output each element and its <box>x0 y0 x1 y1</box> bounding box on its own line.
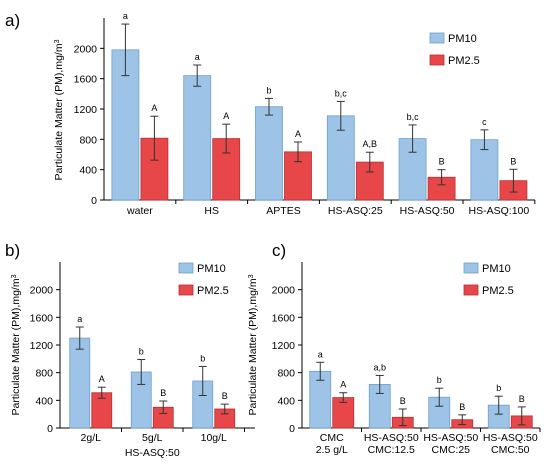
y-tick-label: 1200 <box>272 340 296 352</box>
x-tick-label: 5g/L <box>142 432 163 444</box>
significance-label: a,b <box>373 362 386 372</box>
significance-label: B <box>160 388 166 398</box>
x-tick-label: 2g/L <box>81 432 102 444</box>
bar-pm10 <box>69 337 91 429</box>
panel-label: a) <box>5 11 20 30</box>
significance-label: B <box>459 402 465 412</box>
y-tick-label: 0 <box>91 195 97 207</box>
bar-pm10 <box>183 75 212 201</box>
x-tick-label: HS-ASQ:25 <box>328 205 383 217</box>
bar-pm10 <box>255 106 283 201</box>
significance-label: B <box>519 394 525 404</box>
x-group-label: HS-ASQ:50 <box>125 447 180 459</box>
legend-swatch <box>178 262 194 274</box>
legend-label: PM10 <box>448 33 477 45</box>
legend-swatch <box>463 284 479 296</box>
legend-label: PM2.5 <box>482 285 514 297</box>
x-tick-label: CMC:25 <box>431 444 470 456</box>
significance-label: b <box>437 375 442 385</box>
significance-label: A <box>151 103 157 113</box>
x-tick-label: water <box>126 205 153 217</box>
y-tick-label: 800 <box>277 368 295 380</box>
significance-label: b <box>139 347 144 357</box>
x-tick-label: APTES <box>266 205 300 217</box>
y-tick-label: 2000 <box>74 43 98 55</box>
panel-label: b) <box>5 241 20 260</box>
significance-label: A <box>295 129 301 139</box>
y-tick-label: 800 <box>79 134 97 146</box>
significance-label: B <box>439 157 445 167</box>
legend-label: PM10 <box>197 263 226 275</box>
chart-panel-3: c) Particulate Matter (PM),mg/m3 0 400 800 12… <box>247 241 541 456</box>
y-axis-label: Particulate Matter (PM),mg/m3 <box>10 274 22 415</box>
y-axis-label: Particulate Matter (PM),mg/m3 <box>247 274 259 415</box>
significance-label: A <box>223 111 229 121</box>
significance-label: b <box>266 85 271 95</box>
y-tick-label: 1600 <box>30 312 54 324</box>
x-tick-label: 10g/L <box>201 432 227 444</box>
legend-swatch <box>178 284 194 296</box>
x-tick-label: 2.5 g/L <box>316 444 348 456</box>
y-tick-label: 1600 <box>272 312 296 324</box>
panel-label: c) <box>272 241 286 260</box>
x-tick-label: HS-ASQ:100 <box>469 205 530 217</box>
x-tick-label: HS-ASQ:50 <box>364 432 419 444</box>
chart-panel-2: b) Particulate Matter (PM),mg/m3 0 400 800 12… <box>5 241 255 459</box>
legend-label: PM2.5 <box>197 285 229 297</box>
x-tick-label: CMC:50 <box>491 444 530 456</box>
significance-label: a <box>318 349 323 359</box>
x-tick-label: CMC <box>320 432 344 444</box>
x-tick-label: CMC:12.5 <box>368 444 415 456</box>
x-tick-label: HS-ASQ:50 <box>423 432 478 444</box>
significance-label: b,c <box>335 88 348 98</box>
significance-label: A <box>99 374 105 384</box>
significance-label: b,c <box>407 112 420 122</box>
significance-label: a <box>77 314 82 324</box>
x-tick-label: HS-ASQ:50 <box>483 432 538 444</box>
y-tick-label: 1200 <box>30 340 54 352</box>
y-tick-label: 400 <box>79 165 97 177</box>
chart-panel-1: a) Particulate Matter (PM),mg/m3 0 400 800 12… <box>5 11 536 217</box>
y-tick-label: 0 <box>289 423 295 435</box>
significance-label: A,B <box>363 139 378 149</box>
legend-swatch <box>429 32 445 44</box>
legend-swatch <box>429 54 445 66</box>
significance-label: B <box>400 396 406 406</box>
x-tick-label: HS-ASQ:50 <box>400 205 455 217</box>
y-tick-label: 400 <box>277 395 295 407</box>
significance-label: B <box>222 391 228 401</box>
y-tick-label: 800 <box>35 368 53 380</box>
significance-label: B <box>510 156 516 166</box>
y-axis-label: Particulate Matter (PM),mg/m3 <box>53 39 65 180</box>
y-tick-label: 2000 <box>30 285 54 297</box>
significance-label: a <box>195 52 200 62</box>
significance-label: A <box>340 380 346 390</box>
significance-label: a <box>123 11 128 21</box>
legend-swatch <box>463 262 479 274</box>
x-tick-label: HS <box>204 205 219 217</box>
y-tick-label: 1600 <box>74 74 98 86</box>
significance-label: b <box>496 383 501 393</box>
y-tick-label: 2000 <box>272 285 296 297</box>
y-tick-label: 0 <box>47 423 53 435</box>
significance-label: b <box>200 353 205 363</box>
significance-label: c <box>482 117 487 127</box>
y-tick-label: 1200 <box>74 104 98 116</box>
y-tick-label: 400 <box>35 395 53 407</box>
legend-label: PM10 <box>482 263 511 275</box>
legend-label: PM2.5 <box>448 55 480 67</box>
